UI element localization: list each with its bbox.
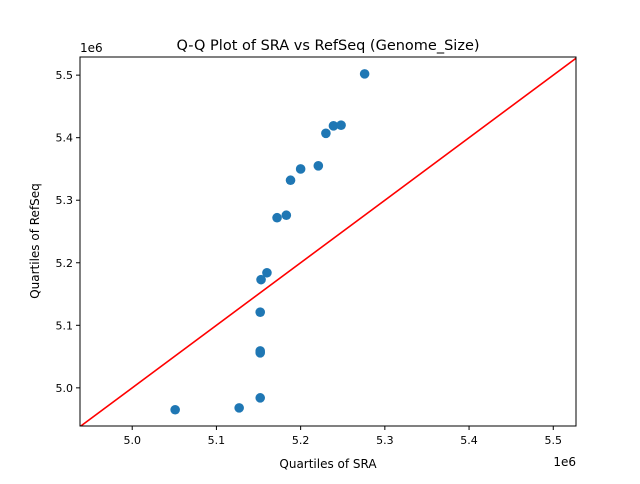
data-point xyxy=(170,404,180,415)
data-point xyxy=(295,164,306,174)
data-point xyxy=(285,175,296,186)
data-point xyxy=(255,307,266,317)
data-point xyxy=(234,403,244,413)
data-point xyxy=(336,120,346,130)
y-tick-label: 5.0 xyxy=(56,382,74,395)
x-tick-label: 5.2 xyxy=(292,434,310,447)
data-point xyxy=(262,267,272,278)
y-axis-label: Quartiles of RefSeq xyxy=(28,183,42,299)
y-offset-label: 1e6 xyxy=(80,41,103,55)
data-point xyxy=(255,346,266,356)
y-tick-label: 5.5 xyxy=(56,69,74,82)
chart-title: Q-Q Plot of SRA vs RefSeq (Genome_Size) xyxy=(176,38,479,54)
x-tick-label: 5.5 xyxy=(545,434,563,447)
x-axis-label: Quartiles of SRA xyxy=(279,457,377,471)
x-tick-label: 5.1 xyxy=(208,434,226,447)
x-offset-label: 1e6 xyxy=(553,455,576,469)
plot-frame xyxy=(79,56,577,427)
data-point xyxy=(359,69,370,79)
x-tick-label: 5.4 xyxy=(460,434,478,447)
x-tick-label: 5.3 xyxy=(376,434,394,447)
y-tick-label: 5.3 xyxy=(56,194,74,207)
y-tick-label: 5.4 xyxy=(56,132,74,145)
data-point xyxy=(256,274,266,285)
data-point xyxy=(272,212,282,223)
data-point xyxy=(281,210,292,221)
data-point xyxy=(313,161,324,171)
data-point xyxy=(255,393,266,403)
y-tick-label: 5.1 xyxy=(56,319,74,332)
data-point xyxy=(321,128,331,139)
y-tick-label: 5.2 xyxy=(56,257,74,270)
data-point xyxy=(328,120,339,131)
x-tick-label: 5.0 xyxy=(123,434,141,447)
